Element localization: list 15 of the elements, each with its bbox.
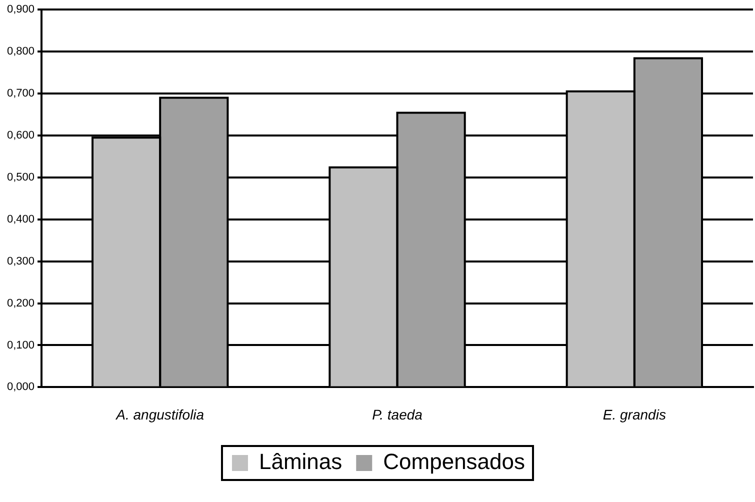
- y-tick-label: 0,700: [6, 88, 35, 100]
- y-tick-label: 0,400: [6, 213, 35, 226]
- y-tick-label: 0,800: [6, 46, 35, 58]
- legend-label: Lâminas: [258, 449, 342, 474]
- y-tick-label: 0,100: [6, 339, 35, 352]
- y-tick-label: 0,300: [6, 255, 35, 268]
- x-tick-label: P. taeda: [372, 406, 423, 422]
- y-tick-label: 0,600: [6, 130, 35, 142]
- legend-label: Compensados: [383, 449, 526, 474]
- y-tick-label: 0,000: [6, 381, 35, 394]
- y-tick-label: 0,500: [6, 171, 35, 184]
- x-tick-label: E. grandis: [602, 406, 666, 422]
- x-tick-label: A. angustifolia: [115, 406, 204, 422]
- y-tick-label: 0,200: [6, 297, 35, 310]
- y-tick-label: 0,900: [6, 4, 35, 16]
